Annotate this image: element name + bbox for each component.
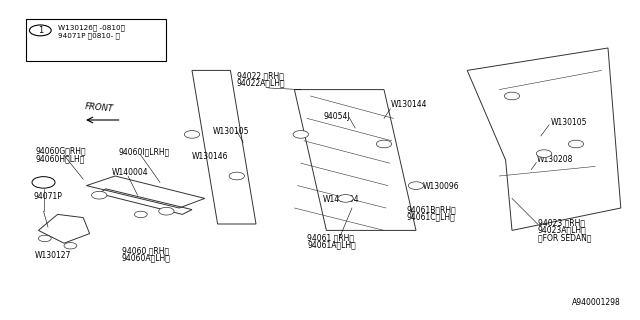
Circle shape: [376, 140, 392, 148]
Circle shape: [229, 172, 244, 180]
Text: 94023A〈LH〉: 94023A〈LH〉: [538, 225, 586, 234]
Text: 1: 1: [38, 26, 43, 35]
Circle shape: [32, 177, 55, 188]
Text: W130126「 -0810」: W130126「 -0810」: [58, 25, 125, 31]
Text: W130144: W130144: [390, 100, 427, 109]
Circle shape: [38, 235, 51, 242]
Circle shape: [134, 211, 147, 218]
Circle shape: [159, 207, 174, 215]
Circle shape: [536, 150, 552, 157]
Circle shape: [293, 131, 308, 138]
Circle shape: [408, 182, 424, 189]
Text: 94061A〈LH〉: 94061A〈LH〉: [307, 240, 356, 249]
Text: W130105: W130105: [550, 118, 587, 127]
Text: 94054J: 94054J: [323, 112, 350, 121]
Text: 94022 〈RH〉: 94022 〈RH〉: [237, 72, 284, 81]
Text: W130127: W130127: [35, 252, 72, 260]
Circle shape: [184, 131, 200, 138]
Circle shape: [64, 243, 77, 249]
Text: W140004: W140004: [323, 195, 360, 204]
Text: 94060I〈LRH〉: 94060I〈LRH〉: [118, 147, 170, 156]
Text: W130096: W130096: [422, 182, 459, 191]
Text: 1: 1: [41, 178, 46, 187]
Text: 94023 〈RH〉: 94023 〈RH〉: [538, 218, 584, 227]
Bar: [26, 19, 166, 61]
Circle shape: [568, 140, 584, 148]
Circle shape: [29, 25, 51, 36]
Text: 94060G〈RH〉: 94060G〈RH〉: [35, 147, 86, 156]
Text: 94061B〈RH〉: 94061B〈RH〉: [406, 205, 456, 214]
Text: W140004: W140004: [112, 168, 148, 177]
Circle shape: [338, 195, 353, 202]
Text: 94022A〈LH〉: 94022A〈LH〉: [237, 79, 285, 88]
Circle shape: [92, 191, 107, 199]
Text: W130105: W130105: [213, 127, 250, 136]
Text: 94061 〈RH〉: 94061 〈RH〉: [307, 233, 354, 242]
Text: 94060H〈LH〉: 94060H〈LH〉: [35, 154, 84, 163]
Text: 94060A〈LH〉: 94060A〈LH〉: [122, 254, 170, 263]
Text: W130146: W130146: [192, 152, 228, 161]
Text: 94071P 「0810- 」: 94071P 「0810- 」: [58, 33, 120, 39]
Text: 〈FOR SEDAN〉: 〈FOR SEDAN〉: [538, 233, 591, 242]
Text: A940001298: A940001298: [572, 298, 621, 307]
Text: 94071P: 94071P: [33, 192, 62, 201]
Text: 94061C〈LH〉: 94061C〈LH〉: [406, 212, 455, 221]
Circle shape: [504, 92, 520, 100]
Text: 94060 〈RH〉: 94060 〈RH〉: [122, 247, 169, 256]
Text: FRONT: FRONT: [84, 102, 114, 114]
Text: W130208: W130208: [536, 155, 573, 164]
